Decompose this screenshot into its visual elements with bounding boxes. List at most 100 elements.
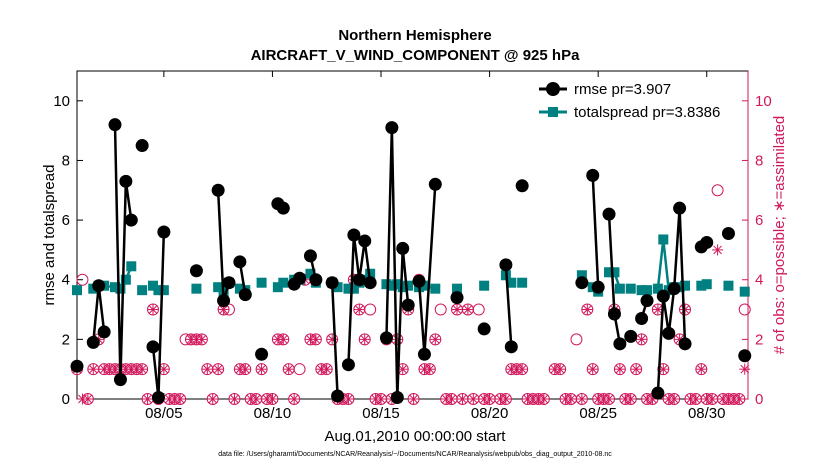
rmse-point — [515, 179, 529, 193]
obs-assimilated-marker — [359, 333, 371, 345]
data-file-note: data file: /Users/gharamti/Documents/NCA… — [218, 451, 612, 458]
rmse-point — [211, 183, 225, 197]
asterisk-stroke — [658, 364, 668, 374]
spread-point — [397, 282, 408, 293]
obs-assimilated-marker — [266, 393, 278, 405]
rmse-line — [330, 282, 339, 397]
spread-point — [381, 279, 392, 290]
rmse-point — [624, 329, 638, 343]
asterisk-stroke — [588, 364, 598, 374]
rmse-point — [92, 279, 106, 293]
asterisk-stroke — [289, 394, 299, 404]
obs-assimilated-marker — [587, 363, 599, 375]
obs-assimilated-marker — [668, 393, 680, 405]
asterisk-stroke — [452, 305, 462, 314]
rmse-point — [396, 241, 410, 255]
obs-assimilated-marker — [310, 333, 322, 345]
rmse-point — [721, 227, 735, 241]
obs-assimilated-marker — [142, 393, 154, 405]
legend-box — [532, 77, 742, 123]
obs-assimilated-marker — [739, 363, 751, 375]
spread-point — [305, 268, 316, 279]
asterisk-stroke — [604, 394, 614, 404]
rmse-line — [591, 175, 600, 288]
asterisk-stroke — [707, 394, 717, 404]
spread-point — [723, 280, 734, 291]
rmse-point — [662, 326, 676, 340]
spread-point — [120, 274, 131, 285]
spread-point — [609, 267, 620, 278]
asterisk-stroke — [322, 364, 332, 374]
rmse-point — [738, 349, 752, 363]
spread-point — [272, 282, 283, 293]
rmse-point — [309, 273, 323, 287]
obs-possible-marker — [472, 303, 485, 316]
spread-point — [636, 285, 647, 296]
asterisk-stroke — [409, 394, 418, 404]
rmse-point — [124, 213, 138, 227]
rmse-line — [504, 264, 513, 347]
obs-assimilated-marker — [733, 393, 745, 405]
asterisk-stroke — [398, 364, 408, 374]
spread-point — [234, 283, 245, 294]
obs-assimilated-marker — [82, 393, 94, 405]
rmse-point — [613, 337, 627, 351]
obs-possible-marker — [293, 363, 306, 376]
x-tick-label: 08/10 — [254, 405, 292, 422]
obs-assimilated-marker — [147, 304, 159, 316]
asterisk-stroke — [360, 335, 370, 344]
asterisk-stroke — [219, 305, 228, 314]
rmse-point — [358, 234, 372, 248]
asterisk-stroke — [713, 245, 722, 255]
rmse-point — [591, 280, 605, 294]
spread-point — [642, 285, 653, 296]
y-axis-right-label: # of obs: o=possible; ∗=assimilated — [771, 116, 788, 355]
obs-assimilated-marker — [277, 333, 289, 345]
rmse-point — [586, 168, 600, 182]
rmse-point — [651, 386, 665, 400]
obs-assimilated-marker — [451, 304, 463, 316]
y-tick-label: 8 — [62, 152, 70, 169]
asterisk-stroke — [566, 394, 576, 404]
spread-point — [430, 283, 441, 294]
asterisk-stroke — [458, 394, 467, 404]
asterisk-stroke — [257, 364, 266, 374]
y-tick-label: 10 — [53, 93, 70, 110]
rmse-point — [151, 391, 165, 405]
asterisk-stroke — [88, 364, 98, 374]
spread-point — [137, 285, 148, 296]
asterisk-stroke — [376, 394, 386, 404]
spread-point — [652, 283, 663, 294]
obs-possible-marker — [570, 333, 583, 346]
rmse-point — [412, 274, 426, 288]
asterisk-stroke — [148, 305, 158, 314]
obs-assimilated-marker — [695, 363, 707, 375]
spread-point — [213, 282, 224, 293]
spread-point — [153, 285, 164, 296]
obs-assimilated-marker — [429, 333, 441, 345]
spread-point — [348, 283, 359, 294]
obs-assimilated-marker — [581, 304, 593, 316]
obs-assimilated-marker — [283, 363, 295, 375]
plot-area: 08/05 08/10 08/15 08/20 08/25 08/30 0 2 4 6 8 10 0 2 4… — [53, 70, 772, 422]
obs-assimilated-marker — [256, 363, 268, 375]
obs-assimilated-marker — [174, 393, 186, 405]
rmse-point — [363, 276, 377, 290]
rmse-point — [504, 340, 518, 354]
rmse-point — [575, 276, 589, 290]
rmse-point — [113, 373, 127, 387]
spread-point — [72, 285, 82, 296]
asterisk-stroke — [278, 335, 288, 344]
rmse-point — [417, 347, 431, 361]
obs-assimilated-marker — [712, 244, 724, 256]
rmse-point — [135, 139, 149, 153]
rmse-point — [385, 121, 399, 135]
y-right-tick-label: 8 — [755, 152, 763, 169]
asterisk-stroke — [251, 394, 261, 404]
asterisk-stroke — [485, 394, 494, 404]
spread-point — [343, 283, 354, 294]
obs-assimilated-marker — [250, 393, 262, 405]
x-axis-label: Aug.01,2010 00:00:00 start — [325, 428, 507, 445]
spread-point — [739, 286, 750, 297]
rmse-point — [325, 276, 339, 290]
